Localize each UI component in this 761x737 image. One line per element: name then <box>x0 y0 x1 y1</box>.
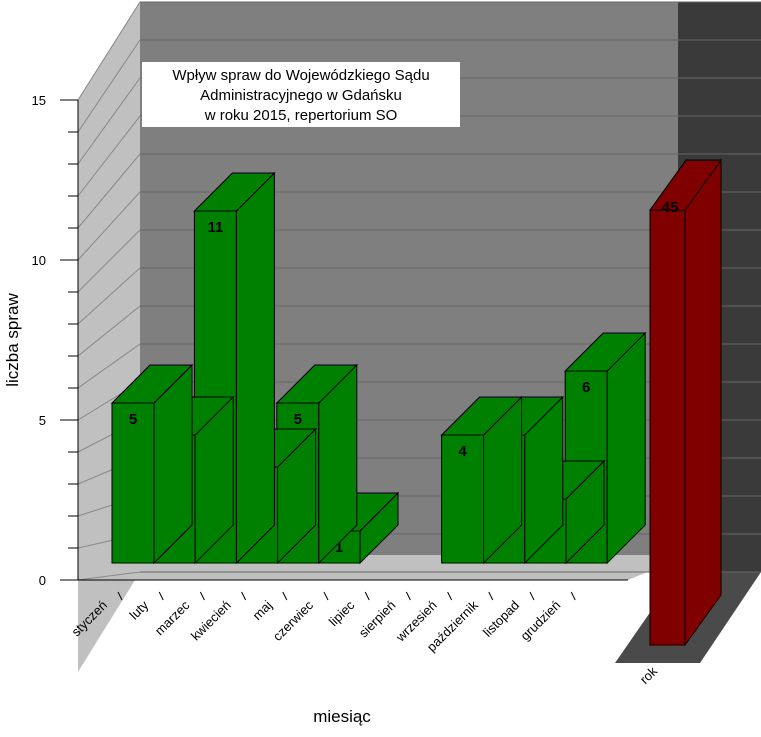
y-tick-label: 10 <box>32 253 46 268</box>
side-gridline <box>77 305 141 357</box>
bar-11-label: 6 <box>582 379 590 396</box>
x-axis-title: miesiąc <box>313 707 371 726</box>
x-tick <box>117 591 123 601</box>
bar-2-label: 11 <box>207 219 223 236</box>
x-tick <box>158 591 164 601</box>
side-gridline <box>77 39 141 133</box>
x-tick <box>282 591 288 601</box>
total-bar: 45 <box>649 158 722 647</box>
x-tick <box>199 591 205 601</box>
bar-8-label: 4 <box>458 443 467 460</box>
x-tick-label-total: rok <box>637 663 661 687</box>
x-tick-label: marzec <box>152 597 193 638</box>
side-gridline <box>77 1 141 101</box>
bar-8: 4 <box>440 395 523 565</box>
x-tick-label: listopad <box>480 598 522 640</box>
bar-5-label: 1 <box>335 539 343 556</box>
y-tick-label: 5 <box>39 413 46 428</box>
side-gridline <box>77 571 141 581</box>
x-tick <box>323 591 329 601</box>
total-bar-label: 45 <box>662 199 679 216</box>
side-gridline <box>77 77 141 165</box>
x-tick <box>447 591 453 601</box>
x-tick-label: luty <box>126 597 151 622</box>
bar-0-label: 5 <box>129 411 137 428</box>
total-bar-side <box>684 158 722 647</box>
bar-4-top <box>275 364 359 404</box>
chart-title-line-3: w roku 2015, repertorium SO <box>204 107 398 124</box>
bar-11-side <box>606 331 646 565</box>
y-ticks: 0 5 10 15 <box>32 93 78 588</box>
x-tick <box>570 591 576 601</box>
side-gridline <box>77 343 141 389</box>
x-tick-label: kwiecień <box>188 598 234 644</box>
x-tick <box>488 591 494 601</box>
y-tick-label: 15 <box>32 93 46 108</box>
x-tick <box>241 591 247 601</box>
side-gridline <box>77 191 141 261</box>
bar-8-top <box>440 396 523 436</box>
x-tick <box>529 591 535 601</box>
bar-11-top <box>563 332 647 372</box>
x-tick-label: grudzień <box>517 598 563 644</box>
total-bar-top <box>649 159 722 211</box>
side-gridline <box>77 267 141 325</box>
chart-title-line-1: Wpływ spraw do Wojewódzkiego Sądu <box>172 67 429 84</box>
side-gridline <box>77 229 141 293</box>
x-tick-label: maj <box>249 597 274 622</box>
bar-2-top <box>193 172 276 212</box>
chart-title-box: Wpływ spraw do Wojewódzkiego Sądu Admini… <box>142 62 460 127</box>
y-axis-title: liczba spraw <box>3 293 22 387</box>
bars: 6244153114545 <box>110 158 722 647</box>
bar-4-label: 5 <box>294 411 302 428</box>
x-tick <box>364 591 370 601</box>
total-bar-front <box>649 209 686 646</box>
chart-title-line-2: Administracyjnego w Gdańsku <box>200 87 402 104</box>
bar-2-side <box>235 171 275 565</box>
side-gridline <box>77 115 141 197</box>
x-tick <box>405 591 411 601</box>
y-tick-label: 0 <box>39 573 46 588</box>
x-tick-label: czerwiec <box>270 597 317 644</box>
bar-0: 5 <box>110 363 194 565</box>
title-background <box>142 62 460 127</box>
x-tick-label: lipiec <box>326 597 358 629</box>
bar-0-top <box>110 364 194 404</box>
side-gridline <box>77 153 141 229</box>
